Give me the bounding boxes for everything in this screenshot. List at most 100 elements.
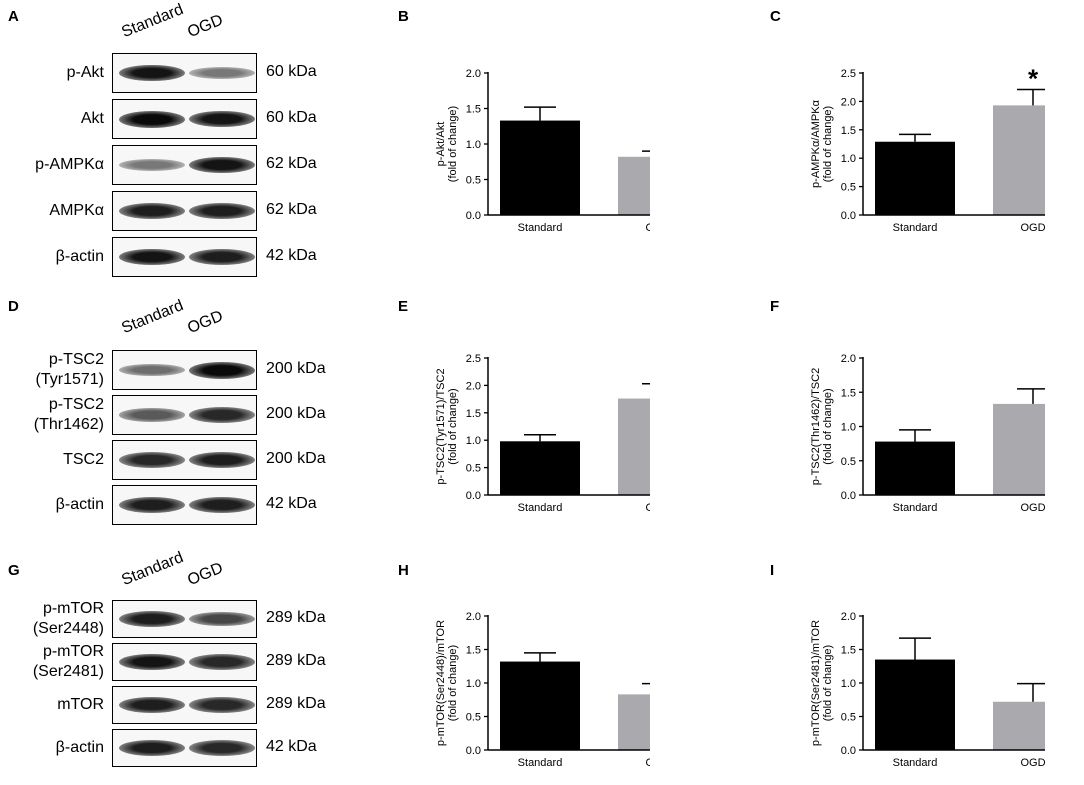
y-tick-label: 0.5: [841, 182, 856, 194]
protein-band: [189, 66, 255, 80]
y-axis-label-line: p-mTOR(Ser2448)/mTOR: [435, 620, 447, 746]
y-axis-label-line: (fold of change): [447, 645, 459, 721]
protein-band: [189, 740, 255, 756]
y-tick-label: 0.0: [466, 490, 481, 502]
y-axis-label-line: (fold of change): [447, 388, 459, 464]
protein-band: [189, 361, 255, 379]
x-tick-label: Standard: [893, 757, 938, 769]
molecular-weight-label: 60 kDa: [266, 63, 317, 80]
protein-band: [189, 451, 255, 469]
y-axis-label: p-mTOR(Ser2481)/mTOR (fold of change): [810, 620, 834, 746]
protein-band: [119, 408, 185, 422]
molecular-weight-label: 60 kDa: [266, 109, 317, 126]
bar-chart-i: p-mTOR(Ser2481)/mTOR (fold of change) 0.0 0…: [810, 611, 1045, 769]
western-blot-d: Standard OGD p-TSC2 (Tyr1571) 200 kDa p-TSC2(…: [0, 290, 390, 555]
y-tick-label: 1.0: [841, 153, 856, 165]
y-tick-label: 1.5: [466, 104, 481, 116]
y-tick-label: 2.0: [466, 611, 481, 623]
blot-strip: [112, 643, 257, 681]
y-tick-label: 1.0: [841, 678, 856, 690]
molecular-weight-label: 42 kDa: [266, 738, 317, 755]
blot-strip: [112, 53, 257, 93]
blot-row-label: mTOR: [57, 696, 104, 713]
protein-band: [119, 496, 185, 514]
western-blot-g: Standard OGD p-mTOR (Ser2448) 289 kDa p-mTOR(…: [0, 549, 390, 785]
y-axis-label: p-TSC2(Tyr1571)/TSC2 (fold of change): [435, 368, 459, 484]
y-tick-label: 1.5: [841, 645, 856, 657]
blot-strip: [112, 191, 257, 231]
bar-ogd: [993, 105, 1045, 215]
blot-row-label: p-mTOR (Ser2448): [32, 600, 104, 637]
molecular-weight-label: 289 kDa: [266, 609, 326, 626]
molecular-weight-label: 62 kDa: [266, 155, 317, 172]
bar-standard: [500, 120, 580, 215]
molecular-weight-label: 289 kDa: [266, 652, 326, 669]
bar-standard: [875, 659, 955, 750]
y-axis-label-line: p-TSC2(Tyr1571)/TSC2: [435, 368, 447, 484]
panel-letter-e: E: [398, 298, 409, 315]
protein-band: [119, 363, 185, 377]
bar-chart-c: p-AMPKα/AMPKα (fold of change) 0.0 0.5 1.0 1.…: [810, 63, 1045, 234]
bar-chart-f: p-TSC2(Thr1462)/TSC2 (fold of change) 0.0 0…: [810, 353, 1045, 514]
blot-strip: [112, 237, 257, 277]
panel-letter-h: H: [398, 562, 409, 579]
blot-strip: [112, 600, 257, 638]
x-tick-label: Standard: [518, 757, 563, 769]
x-tick-label: OGD: [1020, 502, 1045, 514]
y-tick-label: 1.5: [466, 408, 481, 420]
blot-row-label: p-mTOR (Ser2481): [32, 643, 104, 680]
protein-band: [189, 654, 255, 670]
blot-row-label: β-actin: [55, 739, 104, 756]
blot-strip: [112, 485, 257, 525]
molecular-weight-label: 42 kDa: [266, 495, 317, 512]
x-tick-label: Standard: [893, 222, 938, 234]
molecular-weight-label: 289 kDa: [266, 695, 326, 712]
y-tick-label: 2.5: [841, 68, 856, 80]
y-tick-label: 1.0: [841, 422, 856, 434]
x-tick-label: Standard: [518, 502, 563, 514]
bar-chart-e: p-TSC2(Tyr1571)/TSC2 (fold of change) 0.0 0…: [435, 353, 650, 514]
blot-row-label: TSC2: [63, 451, 104, 468]
protein-band: [189, 202, 255, 220]
significance-marker: *: [1028, 63, 1039, 93]
bar-chart-h: p-mTOR(Ser2448)/mTOR (fold of change) 0.0 0…: [435, 611, 650, 769]
panel-letter-d: D: [8, 298, 19, 315]
molecular-weight-label: 62 kDa: [266, 201, 317, 218]
y-tick-label: 0.5: [841, 456, 856, 468]
bar-standard: [875, 441, 955, 495]
protein-band: [119, 64, 185, 82]
panel-letter-c: C: [770, 8, 781, 25]
bar-chart-b: p-Akt/Akt (fold of change) 0.0 0.5 1.0 1.5 2.0…: [435, 68, 650, 234]
blot-strip: [112, 350, 257, 390]
panel-letter-a: A: [8, 8, 19, 25]
protein-band: [189, 407, 255, 423]
protein-band: [189, 496, 255, 514]
bar-ogd: [993, 403, 1045, 495]
protein-band: [119, 739, 185, 757]
x-tick-label: OGD: [1020, 757, 1045, 769]
lane-label-standard: Standard: [119, 296, 186, 338]
y-tick-label: 0.0: [466, 210, 481, 222]
protein-band: [189, 156, 255, 174]
y-tick-label: 1.5: [841, 387, 856, 399]
blot-strip: [112, 440, 257, 480]
y-tick-label: 0.0: [466, 745, 481, 757]
molecular-weight-label: 200 kDa: [266, 450, 326, 467]
protein-band: [189, 110, 255, 128]
y-tick-label: 1.0: [466, 678, 481, 690]
protein-band: [119, 202, 185, 220]
lane-label-standard: Standard: [119, 548, 186, 590]
protein-band: [189, 697, 255, 713]
protein-band: [189, 611, 255, 627]
blot-row-label: AMPKα: [49, 202, 104, 219]
bar-ogd: [993, 701, 1045, 750]
blot-strip: [112, 395, 257, 435]
y-tick-label: 1.0: [466, 435, 481, 447]
x-tick-label: Standard: [893, 502, 938, 514]
blot-strip: [112, 145, 257, 185]
protein-band: [119, 158, 185, 172]
protein-band: [119, 452, 185, 468]
panel-letter-g: G: [8, 562, 20, 579]
y-axis-label: p-Akt/Akt (fold of change): [435, 106, 459, 182]
y-tick-label: 2.5: [466, 353, 481, 365]
